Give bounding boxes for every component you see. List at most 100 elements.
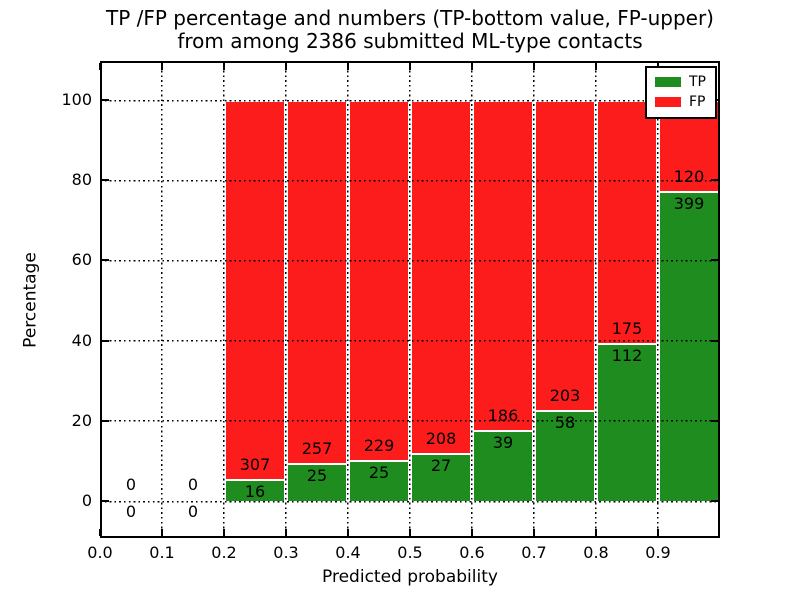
legend-label-fp: FP	[689, 94, 706, 110]
chart-title: TP /FP percentage and numbers (TP-bottom…	[100, 7, 720, 53]
y-tick-left	[102, 339, 109, 342]
x-axis-label: Predicted probability	[322, 567, 498, 587]
x-tick-label: 0.0	[87, 543, 113, 562]
tp-count-label: 16	[244, 482, 266, 502]
x-tick-label: 0.8	[583, 543, 609, 562]
x-tick-bottom	[409, 529, 411, 536]
x-tick-top	[533, 63, 535, 70]
bar-fp-segment	[534, 100, 596, 412]
gridline-vertical	[161, 61, 164, 538]
x-tick-top	[161, 63, 163, 70]
fp-count-label: 0	[125, 475, 137, 494]
bar-fp-segment	[596, 100, 658, 345]
x-tick-bottom	[471, 529, 473, 536]
plot-area: TP FP 0 0 0 0 307 16 257 25 229 25 208 27 186 39 203 58…	[99, 61, 720, 538]
axis-spine-left	[100, 61, 102, 538]
y-tick-right	[711, 419, 718, 422]
y-tick-left	[102, 500, 109, 502]
x-tick-label: 0.6	[459, 543, 485, 562]
y-axis-label: Percentage	[20, 252, 41, 348]
y-tick-right	[711, 259, 718, 262]
axis-spine-top	[100, 61, 720, 63]
axis-spine-right	[718, 61, 720, 538]
tp-count-label: 25	[306, 466, 328, 486]
chart-title-line2: from among 2386 submitted ML-type contac…	[177, 29, 643, 53]
y-tick-right	[711, 500, 718, 502]
fp-count-label: 229	[363, 435, 395, 455]
bar-fp-segment	[348, 100, 410, 462]
x-tick-bottom	[99, 529, 101, 536]
gridline-vertical	[285, 61, 288, 538]
x-tick-label: 0.9	[645, 543, 671, 562]
x-tick-bottom	[223, 529, 225, 536]
x-tick-label: 0.3	[273, 543, 299, 562]
legend-entry-tp: TP	[647, 72, 715, 92]
gridline-vertical	[471, 61, 474, 538]
axis-spine-bottom	[100, 536, 720, 538]
bar-fp-segment	[286, 100, 348, 466]
gridline-vertical	[223, 61, 226, 538]
fp-count-label: 208	[425, 428, 457, 448]
x-tick-label: 0.4	[335, 543, 361, 562]
x-tick-top	[471, 63, 473, 70]
y-tick-right	[711, 179, 718, 182]
tp-color-swatch	[655, 77, 681, 87]
x-tick-label: 0.1	[149, 543, 175, 562]
tp-count-label: 0	[187, 502, 199, 521]
tp-count-label: 39	[492, 432, 514, 452]
x-tick-top	[285, 63, 287, 70]
y-tick-left	[102, 179, 109, 182]
chart-title-line1: TP /FP percentage and numbers (TP-bottom…	[106, 6, 714, 30]
x-tick-top	[99, 63, 101, 70]
fp-count-label: 175	[611, 318, 643, 338]
bar-fp-segment	[224, 100, 286, 482]
gridline-vertical	[409, 61, 412, 538]
y-tick-right	[711, 339, 718, 342]
x-tick-bottom	[347, 529, 349, 536]
bar-fp-segment	[472, 100, 534, 432]
tp-count-label: 112	[611, 345, 643, 365]
gridline-vertical	[533, 61, 536, 538]
y-tick-label: 60	[71, 250, 92, 270]
gridline-vertical	[657, 61, 660, 538]
x-tick-top	[595, 63, 597, 70]
tp-count-label: 58	[554, 412, 576, 432]
y-tick-label: 40	[71, 330, 92, 350]
x-tick-bottom	[595, 529, 597, 536]
y-tick-label: 20	[71, 410, 92, 430]
x-tick-label: 0.7	[521, 543, 547, 562]
legend-label-tp: TP	[689, 74, 706, 90]
gridline-vertical	[347, 61, 350, 538]
fp-count-label: 120	[673, 166, 705, 186]
tp-count-label: 27	[430, 455, 452, 475]
x-tick-top	[223, 63, 225, 70]
x-tick-bottom	[533, 529, 535, 536]
y-tick-left	[102, 99, 109, 101]
x-tick-label: 0.5	[397, 543, 423, 562]
tp-count-label: 0	[125, 502, 137, 521]
fp-count-label: 203	[549, 385, 581, 405]
y-tick-label: 80	[71, 170, 92, 190]
gridline-vertical	[595, 61, 598, 538]
fp-count-label: 257	[301, 439, 333, 459]
fp-color-swatch	[655, 97, 681, 107]
y-tick-left	[102, 259, 109, 262]
bar-tp-segment	[286, 465, 348, 501]
bar-fp-segment	[410, 100, 472, 455]
y-tick-label: 100	[61, 90, 92, 109]
tp-count-label: 25	[368, 462, 390, 482]
x-tick-bottom	[657, 529, 659, 536]
legend-entry-fp: FP	[647, 92, 715, 112]
y-tick-left	[102, 419, 109, 422]
x-tick-bottom	[161, 529, 163, 536]
fp-count-label: 0	[187, 475, 199, 494]
x-tick-label: 0.2	[211, 543, 237, 562]
legend: TP FP	[645, 66, 717, 119]
bar-tp-segment	[658, 192, 720, 501]
tp-count-label: 399	[673, 193, 705, 213]
x-tick-top	[347, 63, 349, 70]
fp-count-label: 186	[487, 405, 519, 425]
x-tick-bottom	[285, 529, 287, 536]
x-tick-top	[409, 63, 411, 70]
